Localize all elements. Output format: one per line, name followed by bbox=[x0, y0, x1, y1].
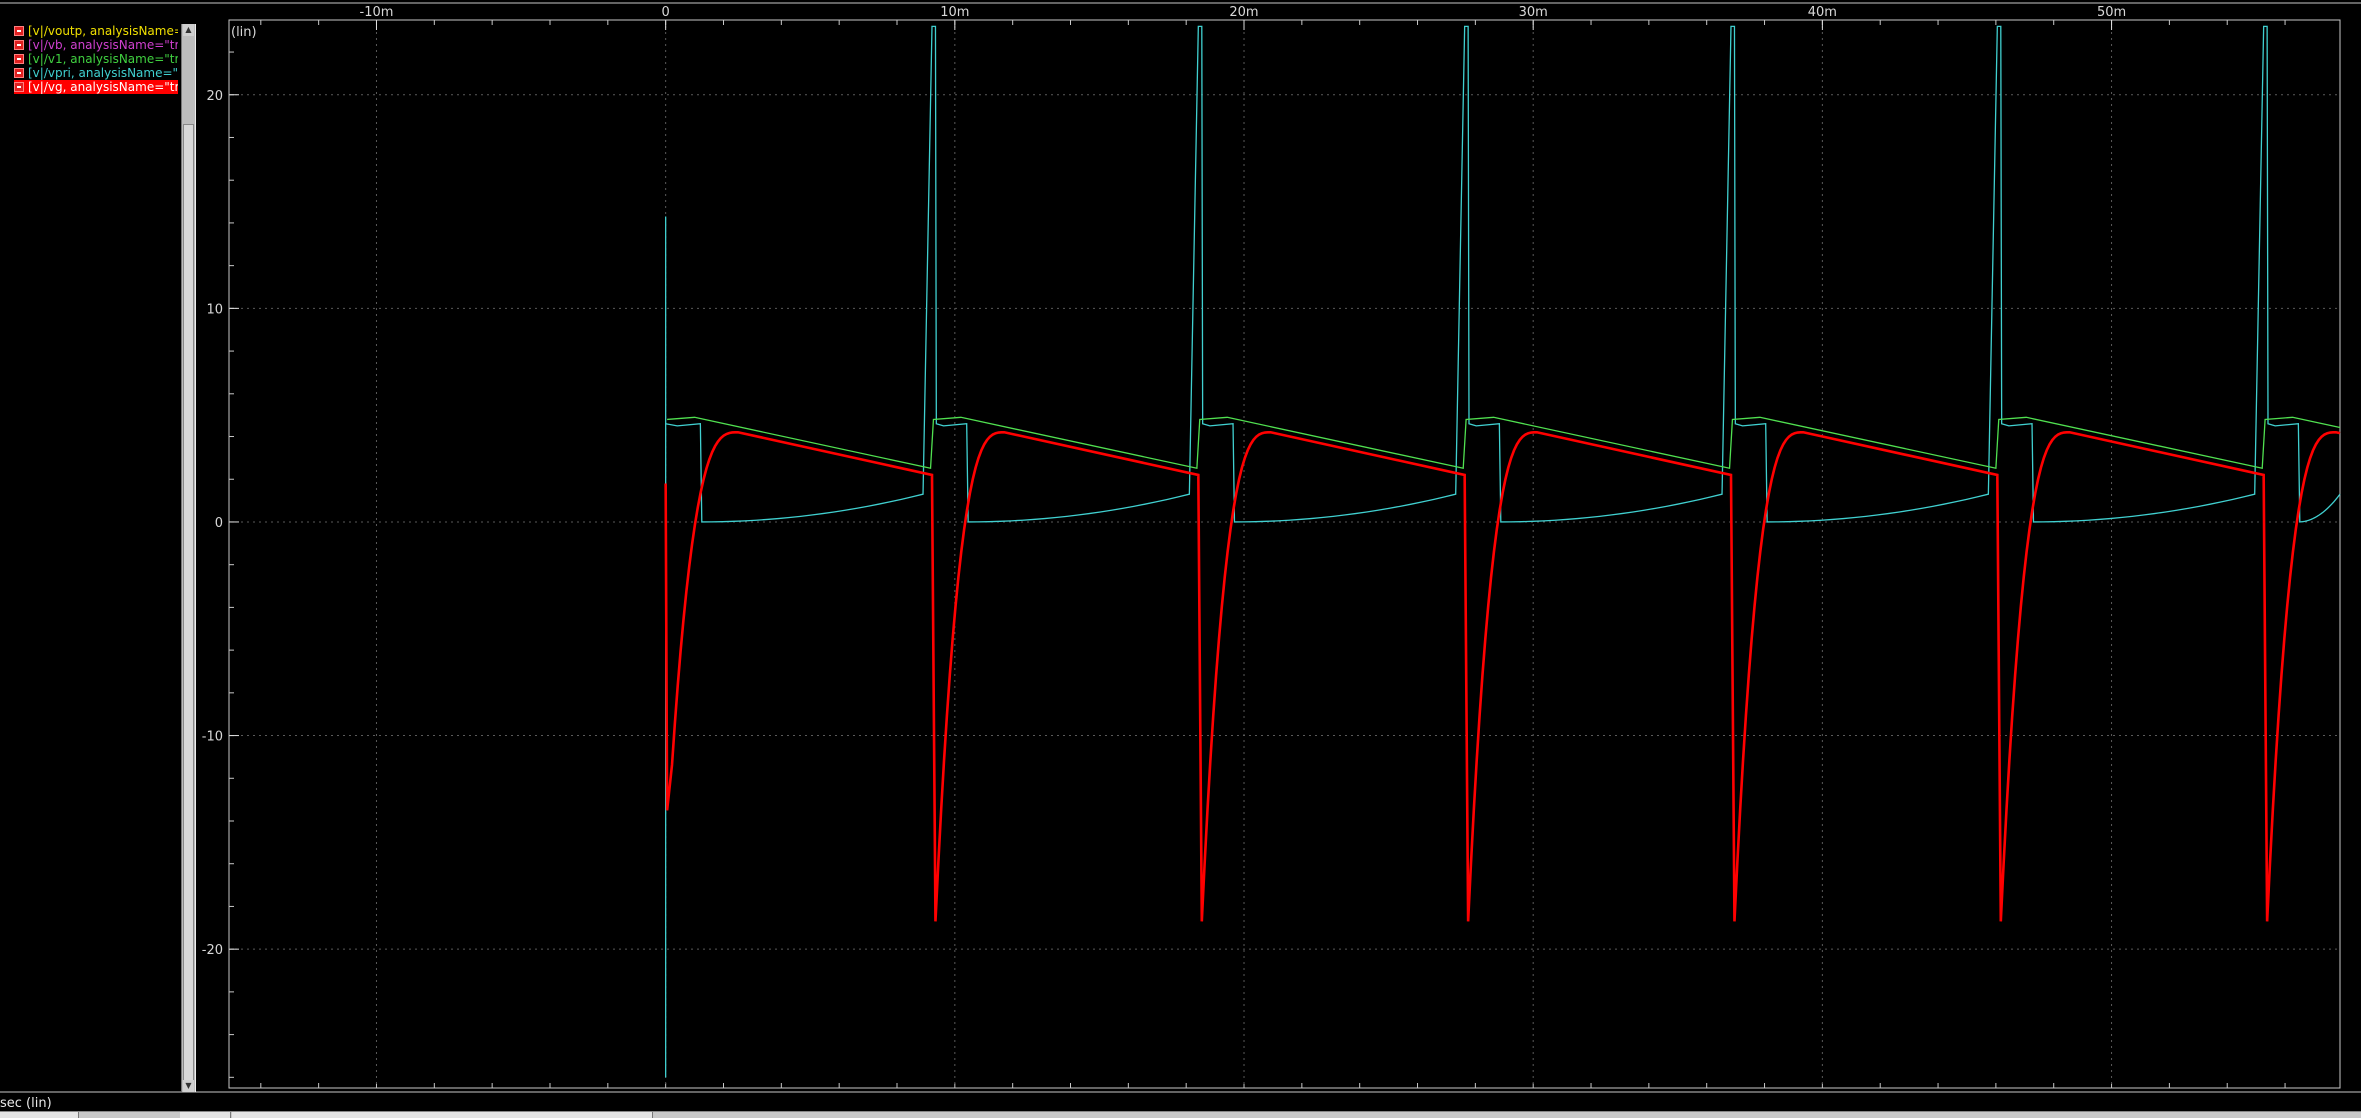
legend-panel: [v|/voutp, analysisName= [v|/vb, analysi… bbox=[0, 20, 178, 1090]
x-tick-label-top: 30m bbox=[1519, 5, 1548, 20]
legend-item[interactable]: [v|/v1, analysisName="tr bbox=[14, 52, 178, 66]
waveform-plot[interactable]: -10m-10m0010m10m20m20m30m30m40m40m50m50m… bbox=[0, 0, 2361, 1094]
scrollbar-segment[interactable] bbox=[180, 1112, 231, 1118]
legend-label: [v|/voutp, analysisName= bbox=[28, 24, 178, 38]
y-tick-label: 20 bbox=[206, 89, 223, 104]
legend-item[interactable]: [v|/vpri, analysisName="t bbox=[14, 66, 178, 80]
y-tick-label: -10 bbox=[202, 730, 223, 745]
legend-marker-icon[interactable] bbox=[14, 54, 24, 64]
legend-marker-icon[interactable] bbox=[14, 40, 24, 50]
horizontal-scrollbar[interactable] bbox=[0, 1111, 2361, 1118]
legend-label: [v|/vb, analysisName="tr bbox=[28, 38, 178, 52]
scrollbar-segment[interactable] bbox=[0, 1112, 79, 1118]
x-tick-label-top: 50m bbox=[2097, 5, 2126, 20]
series-line-vg bbox=[664, 430, 2341, 922]
legend-item[interactable]: [v|/vb, analysisName="tr bbox=[14, 38, 178, 52]
legend-marker-icon[interactable] bbox=[14, 26, 24, 36]
legend-label: [v|/vpri, analysisName="t bbox=[28, 66, 178, 80]
plot-frame bbox=[228, 19, 2341, 1089]
scroll-up-arrow-icon[interactable]: ▲ bbox=[183, 24, 194, 36]
scrollbar-thumb[interactable] bbox=[232, 1112, 653, 1118]
series-line-v1 bbox=[667, 416, 2341, 470]
legend-item[interactable]: [v|/voutp, analysisName= bbox=[14, 24, 178, 38]
x-tick-label-top: 0 bbox=[662, 5, 670, 20]
series-line-vpri bbox=[665, 25, 2341, 1078]
legend-label: [v|/vg, analysisName="tr bbox=[28, 80, 178, 94]
legend-marker-icon[interactable] bbox=[14, 68, 24, 78]
scrollbar-thumb[interactable] bbox=[183, 124, 194, 1084]
y-tick-label: 10 bbox=[206, 302, 223, 317]
x-tick-label-top: 40m bbox=[1808, 5, 1837, 20]
scroll-down-arrow-icon[interactable]: ▼ bbox=[183, 1080, 194, 1092]
legend-item-selected[interactable]: [v|/vg, analysisName="tr bbox=[14, 80, 178, 94]
x-unit-label: sec (lin) bbox=[0, 1096, 52, 1111]
y-tick-label: 0 bbox=[215, 516, 223, 531]
y-tick-label: -20 bbox=[202, 943, 223, 958]
legend-scrollbar[interactable]: ▲ ▼ bbox=[181, 24, 196, 1092]
x-tick-label-top: 20m bbox=[1229, 5, 1258, 20]
y-unit-label: (lin) bbox=[231, 25, 257, 40]
legend-label: [v|/v1, analysisName="tr bbox=[28, 52, 178, 66]
x-tick-label-top: -10m bbox=[360, 5, 394, 20]
x-tick-label-top: 10m bbox=[940, 5, 969, 20]
legend-marker-icon[interactable] bbox=[14, 82, 24, 92]
